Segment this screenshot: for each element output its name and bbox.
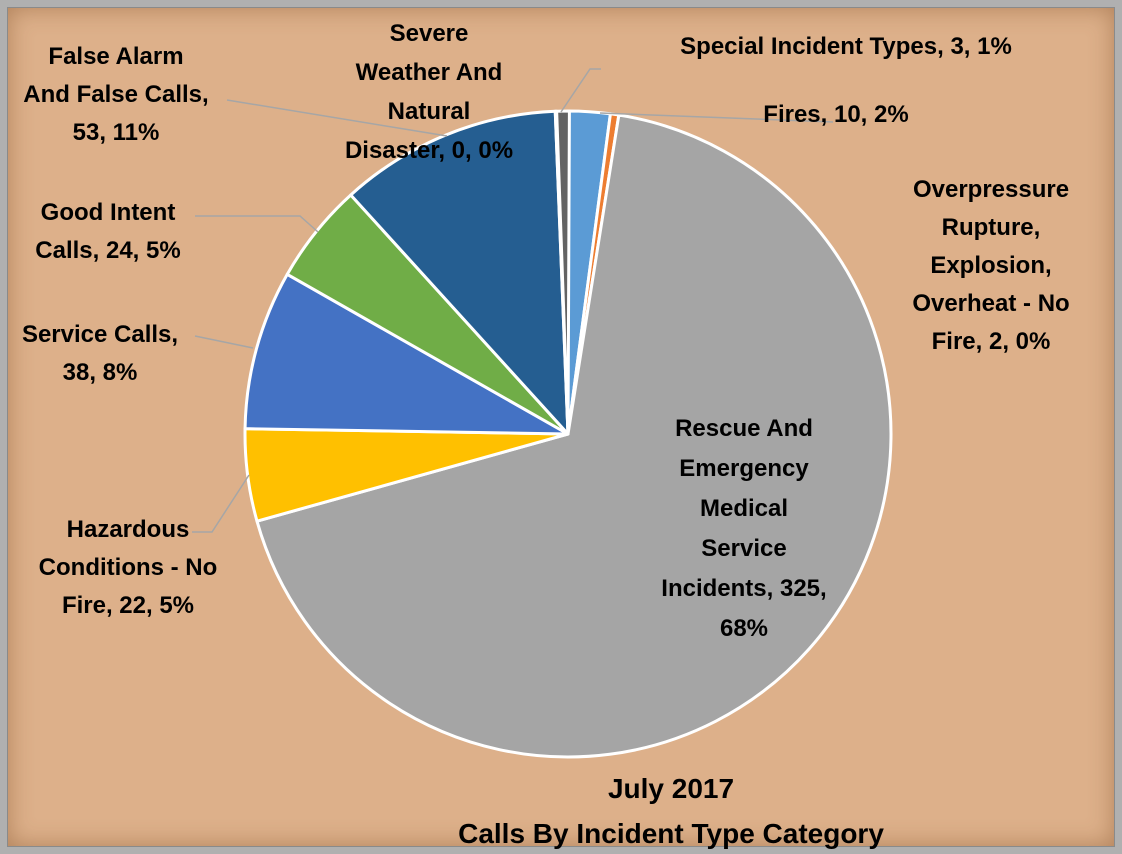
data-label-line: 53, 11%: [73, 119, 160, 146]
data-label-line: Conditions - No: [39, 554, 218, 581]
data-label-line: Weather And: [356, 59, 503, 86]
pie-slice-rescue-and-emergency-medical-service-incidents: [255, 113, 893, 759]
leader-line-good-intent-calls: [195, 215, 319, 233]
data-label-line: Severe: [390, 20, 469, 47]
data-label-line: Overpressure: [913, 176, 1069, 203]
data-label-line: Hazardous: [67, 516, 190, 543]
data-label-line: Service: [701, 535, 786, 562]
data-label-severe-weather-and-natural-disaster: Severe Weather And Natural Disaster, 0, 0%: [345, 20, 513, 164]
data-label-line: Disaster, 0, 0%: [345, 137, 513, 164]
data-label-line: Incidents, 325,: [661, 575, 826, 602]
data-label-rescue-and-emergency-medical-service-incidents: Rescue And Emergency Medical Service Inciden…: [661, 415, 826, 642]
data-label-line: Natural: [388, 98, 471, 125]
data-label-line: Fire, 22, 5%: [62, 592, 194, 619]
data-label-line: Special Incident Types, 3, 1%: [680, 33, 1012, 60]
data-label-special-incident-types: Special Incident Types, 3, 1%: [680, 33, 1012, 60]
data-label-line: And False Calls,: [23, 81, 208, 108]
leader-line-fires: [599, 112, 834, 123]
data-label-overpressure-rupture-explosion-overheat-no-fire: Overpressure Rupture, Explosion, Overheat -…: [912, 176, 1069, 355]
data-label-fires: Fires, 10, 2%: [763, 101, 908, 128]
leader-line-service-calls: [194, 335, 254, 349]
data-label-line: Good Intent: [41, 199, 176, 226]
pie-slice-service-calls: [243, 272, 570, 436]
leader-line-false-alarm-and-false-calls: [226, 99, 448, 137]
data-label-line: Rupture,: [942, 214, 1041, 241]
pie-slice-special-incident-types: [555, 109, 571, 436]
data-label-line: Fire, 2, 0%: [932, 328, 1051, 355]
data-label-hazardous-conditions-no-fire: Hazardous Conditions - No Fire, 22, 5%: [39, 516, 218, 619]
data-label-line: Explosion,: [930, 252, 1051, 279]
data-label-line: 38, 8%: [63, 359, 138, 386]
leader-line-hazardous-conditions-no-fire: [192, 474, 250, 533]
data-label-line: Emergency: [679, 455, 809, 482]
leader-lines: [192, 68, 834, 533]
data-label-line: Calls, 24, 5%: [35, 237, 180, 264]
data-label-line: Fires, 10, 2%: [763, 101, 908, 128]
data-label-line: Overheat - No: [912, 290, 1069, 317]
data-label-service-calls: Service Calls, 38, 8%: [22, 321, 178, 386]
data-labels: Fires, 10, 2% Overpressure Rupture, Explosi…: [22, 20, 1070, 642]
pie-slices: [243, 109, 893, 759]
leader-line-special-incident-types: [560, 68, 601, 113]
data-label-line: 68%: [720, 615, 768, 642]
data-label-line: Rescue And: [675, 415, 813, 442]
data-label-false-alarm-and-false-calls: False Alarm And False Calls, 53, 11%: [23, 43, 208, 146]
data-label-line: Service Calls,: [22, 321, 178, 348]
data-label-good-intent-calls: Good Intent Calls, 24, 5%: [35, 199, 180, 264]
data-label-line: False Alarm: [48, 43, 183, 70]
chart-title-line-2: Calls By Incident Type Category: [458, 818, 884, 849]
data-label-line: Medical: [700, 495, 788, 522]
chart-title-line-1: July 2017: [608, 773, 734, 804]
